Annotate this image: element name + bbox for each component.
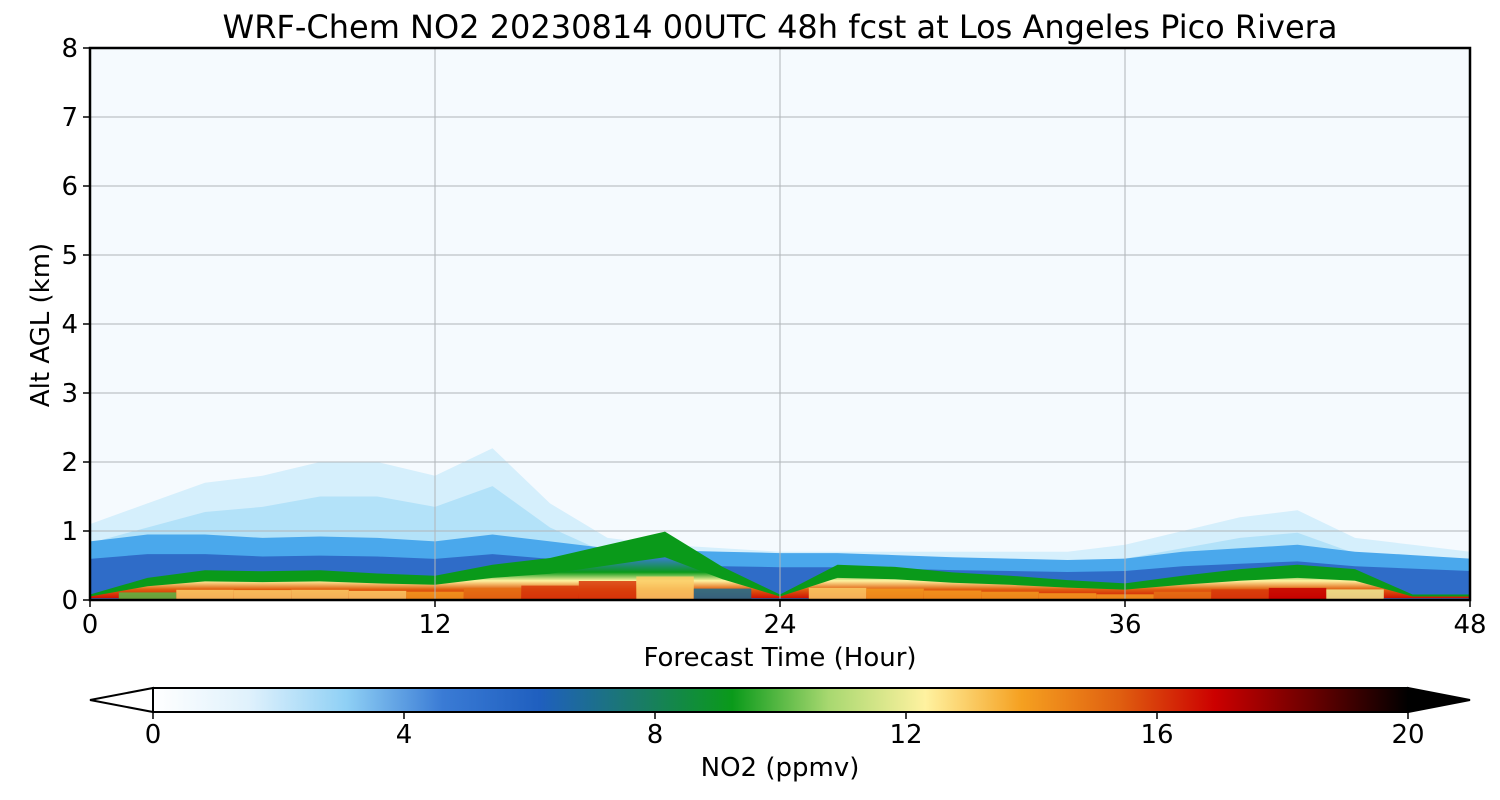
colorbar-tick-label: 16 bbox=[1140, 720, 1173, 750]
surface-no2-cell bbox=[866, 588, 924, 600]
y-tick-label: 5 bbox=[61, 241, 78, 271]
chart-title: WRF-Chem NO2 20230814 00UTC 48h fcst at … bbox=[223, 8, 1338, 46]
colorbar-tick-label: 8 bbox=[647, 720, 664, 750]
y-tick-label: 2 bbox=[61, 448, 78, 478]
surface-no2-cell bbox=[923, 590, 982, 600]
colorbar-tick-label: 4 bbox=[396, 720, 413, 750]
surface-no2-cell bbox=[808, 587, 867, 600]
y-axis-ticks: 0 1 2 3 4 5 6 7 8 bbox=[61, 34, 90, 616]
colorbar-ticks: 0 4 8 12 16 20 bbox=[145, 712, 1425, 750]
surface-no2-cell bbox=[118, 592, 177, 600]
surface-no2-cell bbox=[291, 589, 349, 600]
y-tick-label: 3 bbox=[61, 379, 78, 409]
surface-no2-cell bbox=[636, 576, 694, 600]
surface-no2-cell bbox=[693, 588, 752, 600]
surface-no2-cell bbox=[176, 589, 234, 600]
surface-no2-cell bbox=[981, 591, 1039, 600]
colorbar-tick-label: 20 bbox=[1391, 720, 1424, 750]
surface-no2-cell bbox=[463, 587, 522, 600]
surface-no2-cell bbox=[1268, 587, 1327, 600]
colorbar-ramp bbox=[152, 687, 1409, 713]
y-axis-label: Alt AGL (km) bbox=[26, 243, 56, 407]
y-tick-label: 1 bbox=[61, 517, 78, 547]
surface-no2-cell bbox=[1211, 589, 1269, 600]
surface-no2-cell bbox=[1038, 593, 1097, 600]
x-tick-label: 36 bbox=[1108, 610, 1141, 640]
surface-no2-cell bbox=[521, 585, 579, 600]
colorbar-max-extension bbox=[1407, 686, 1471, 714]
y-tick-label: 0 bbox=[61, 586, 78, 616]
surface-no2-cell bbox=[1153, 591, 1212, 600]
y-tick-label: 4 bbox=[61, 310, 78, 340]
colorbar-min-extension bbox=[89, 686, 154, 714]
x-tick-label: 48 bbox=[1453, 610, 1486, 640]
y-tick-label: 6 bbox=[61, 172, 78, 202]
x-tick-label: 0 bbox=[82, 610, 99, 640]
colorbar-tick-label: 0 bbox=[145, 720, 162, 750]
surface-no2-cell bbox=[1326, 589, 1384, 600]
x-axis-label: Forecast Time (Hour) bbox=[643, 643, 916, 673]
x-tick-label: 24 bbox=[763, 610, 796, 640]
surface-no2-cell bbox=[233, 590, 292, 600]
colorbar-label: NO2 (ppmv) bbox=[701, 753, 860, 783]
colorbar-tick-label: 12 bbox=[889, 720, 922, 750]
colorbar: 0 4 8 12 16 20 NO2 (ppmv) bbox=[89, 686, 1471, 783]
y-tick-label: 7 bbox=[61, 103, 78, 133]
y-tick-label: 8 bbox=[61, 34, 78, 64]
surface-no2-cell bbox=[348, 590, 407, 600]
x-tick-label: 12 bbox=[418, 610, 451, 640]
surface-no2-cell bbox=[578, 581, 637, 600]
x-axis-ticks: 0 12 24 36 48 bbox=[82, 600, 1487, 640]
